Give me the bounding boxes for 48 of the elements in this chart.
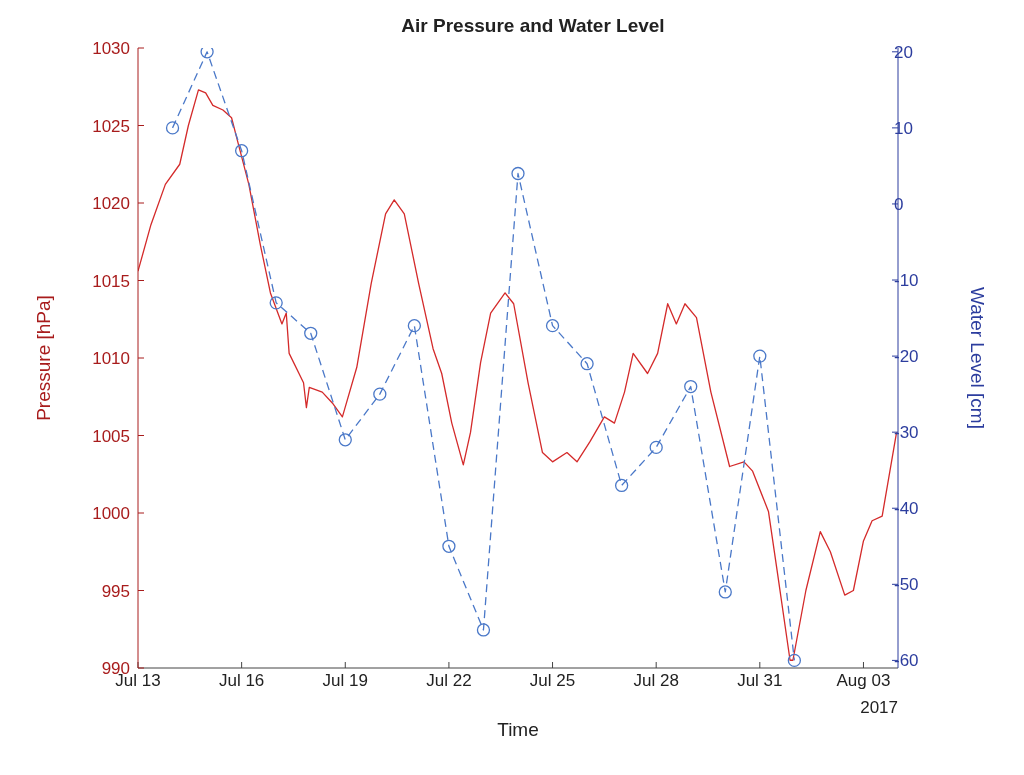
point	[476, 623, 491, 637]
point	[753, 349, 767, 363]
point	[614, 478, 629, 493]
point	[200, 48, 214, 59]
y2-tick-label: 20	[894, 42, 913, 62]
y2-tick-label: -10	[894, 271, 919, 291]
point	[511, 166, 525, 181]
point	[234, 144, 249, 158]
x-tick-label: Jul 19	[322, 671, 368, 691]
x-tick-label: Jul 16	[218, 671, 265, 691]
y-tick-label: 1000	[92, 504, 130, 524]
x-tick-label: Aug 03	[836, 671, 891, 691]
y2-tick-label: 0	[894, 194, 904, 214]
x-tick-label: Jul 22	[426, 671, 472, 691]
x-tick-label: Jul 31	[737, 671, 783, 691]
y-tick-label: 995	[101, 581, 130, 601]
point	[580, 357, 594, 371]
y2-tick-label: -30	[894, 423, 919, 443]
y2-tick-label: -20	[894, 347, 919, 367]
y-tick-label: 1010	[92, 349, 130, 369]
y-tick-label: 1020	[92, 194, 130, 214]
y-tick-label: 1025	[92, 116, 130, 136]
y2-tick-label: 10	[894, 118, 913, 138]
x-tick-label: Jul 25	[529, 671, 576, 691]
y2-tick-label: -50	[894, 575, 919, 595]
y-tick-label: 1030	[92, 39, 130, 59]
point	[304, 326, 318, 340]
y2-tick-label: -40	[894, 499, 919, 519]
point	[545, 319, 560, 333]
y-axis-title: Pressure [hPa]	[32, 295, 54, 421]
point	[718, 585, 732, 599]
point	[787, 653, 802, 668]
point	[442, 539, 456, 553]
y2-tick-label: -60	[894, 651, 919, 671]
text: 2017	[860, 698, 898, 718]
x-tick-label: Jul 28	[633, 671, 679, 691]
point	[649, 440, 663, 455]
point	[407, 319, 422, 333]
point	[165, 121, 180, 135]
y-tick-label: 1005	[92, 426, 130, 446]
point	[338, 433, 352, 447]
point	[373, 387, 387, 401]
chart-title: Air Pressure and Water Level	[401, 15, 665, 36]
x-axis-title: Time	[497, 719, 539, 740]
y2-axis-title: Water Level [cm]	[967, 287, 989, 429]
point	[269, 296, 283, 310]
point	[684, 379, 698, 394]
y-tick-label: 1015	[92, 271, 130, 291]
